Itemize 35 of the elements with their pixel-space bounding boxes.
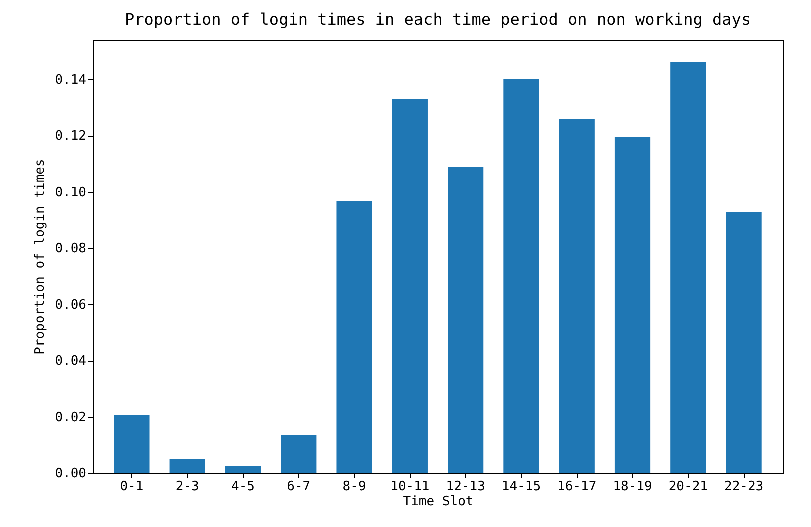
y-tick-label: 0.06 bbox=[55, 298, 86, 313]
bar bbox=[170, 458, 206, 473]
x-tick-label: 6-7 bbox=[287, 480, 311, 494]
x-tick-label: 0-1 bbox=[120, 480, 144, 494]
y-tick-label: 0.02 bbox=[55, 410, 86, 426]
bar bbox=[225, 466, 262, 473]
x-tick-label: 4-5 bbox=[232, 480, 255, 494]
x-tick-label: 22-23 bbox=[724, 480, 764, 494]
y-tick-label: 0.14 bbox=[55, 72, 87, 88]
bar bbox=[281, 435, 317, 473]
bar bbox=[114, 415, 150, 473]
x-axis-title: Time Slot bbox=[403, 494, 474, 510]
bar bbox=[726, 212, 762, 473]
y-tick-label: 0.12 bbox=[55, 129, 86, 144]
y-tick-label: 0.00 bbox=[55, 466, 86, 482]
x-tick-label: 14-15 bbox=[502, 480, 542, 494]
bar bbox=[614, 137, 651, 473]
y-tick-label: 0.10 bbox=[55, 185, 86, 200]
bar bbox=[392, 99, 428, 473]
x-tick-label: 12-13 bbox=[446, 480, 486, 494]
y-tick-label: 0.04 bbox=[55, 354, 87, 370]
y-tick-label: 0.08 bbox=[55, 242, 86, 257]
x-tick-label: 2-3 bbox=[176, 480, 200, 494]
x-tick-label: 18-19 bbox=[613, 480, 652, 494]
x-tick-label: 10-11 bbox=[390, 480, 430, 494]
y-axis-title: Proportion of login times bbox=[33, 159, 48, 355]
x-tick-label: 16-17 bbox=[558, 480, 597, 494]
chart-title: Proportion of login times in each time period on non working days bbox=[124, 10, 752, 29]
bar bbox=[504, 79, 540, 473]
bar bbox=[559, 119, 595, 473]
bar bbox=[336, 201, 372, 473]
bar bbox=[670, 62, 706, 473]
x-tick-label: 8-9 bbox=[342, 480, 366, 494]
bar bbox=[448, 167, 484, 473]
x-tick-label: 20-21 bbox=[668, 480, 708, 494]
